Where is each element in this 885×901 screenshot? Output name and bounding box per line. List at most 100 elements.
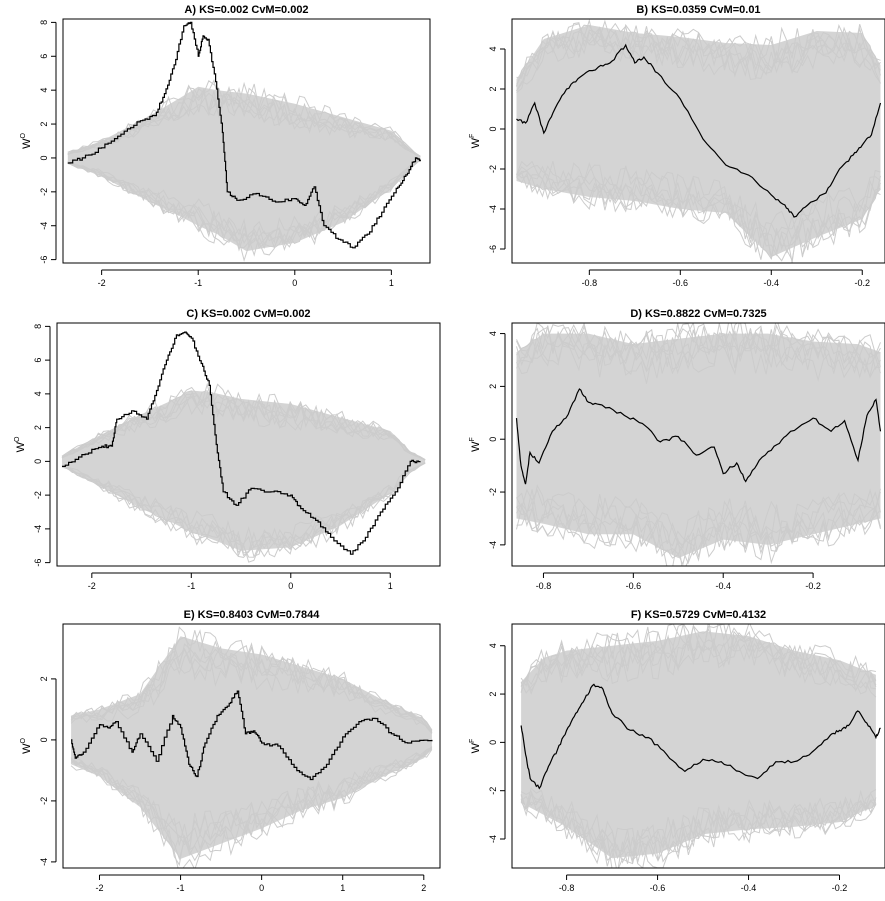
simulated-path [516,499,881,565]
y-tick-label: -4 [33,525,43,533]
y-axis-title: WO [20,133,33,149]
y-tick-label: -4 [488,835,498,843]
observed-line [515,388,882,485]
y-tick-label: -6 [33,559,43,567]
y-tick-label: 2 [488,692,498,697]
simulation-envelope [520,624,877,868]
observed-line [62,331,421,555]
y-axis-title-main: W [21,138,33,149]
simulated-path [70,748,433,862]
y-tick-label: -2 [488,787,498,795]
x-tick-label: -0.4 [741,883,757,893]
y-axis-title-sup: O [14,436,21,442]
y-tick-label: 0 [33,459,43,464]
plot-frame [62,18,431,264]
simulated-path [61,383,426,461]
plot-frame [511,623,885,869]
y-axis-title-main: W [15,441,27,452]
simulated-path [67,158,421,249]
x-axis: -0.8 -0.6 -0.4 -0.2 [582,269,870,288]
y-tick-label: 2 [39,676,49,681]
x-tick-label: 1 [389,278,394,288]
x-tick-label: 2 [421,883,426,893]
y-axis: -6 -4 -2 0 2 4 WF [469,46,506,253]
x-tick-label: -0.4 [715,581,731,591]
y-tick-label: 8 [33,324,43,329]
simulated-path [67,92,421,158]
panel-title: B) KS=0.0359 CvM=0.01 [636,4,760,16]
simulated-path [61,462,426,549]
simulated-path [520,801,877,868]
y-tick-label: 4 [488,643,498,648]
envelope-area [516,25,881,257]
simulated-path [516,341,881,384]
x-tick-label: 0 [288,581,293,591]
panel-title: C) KS=0.002 CvM=0.002 [186,308,310,320]
simulated-path [70,746,433,856]
y-tick-label: 6 [33,358,43,363]
y-tick-label: 2 [39,122,49,127]
y-tick-label: -6 [488,245,498,253]
simulated-path [520,794,877,864]
simulated-path [61,462,426,554]
y-tick-label: -4 [39,858,49,866]
simulated-path [516,172,881,260]
y-tick-label: 0 [39,155,49,160]
y-tick-label: 0 [488,437,498,442]
simulated-path [70,647,433,733]
y-tick-label: -2 [33,491,43,499]
simulation-envelope [67,79,421,262]
y-axis-title-main: W [470,137,482,148]
y-axis-title-sup: F [469,437,476,441]
observed-line [71,690,433,781]
x-tick-label: -0.2 [832,883,848,893]
y-tick-label: 0 [488,126,498,131]
panel-e: E) KS=0.8403 CvM=0.7844 -2 -1 0 1 2 -4 -2 0 2 WO [20,609,441,893]
simulated-path [516,160,881,241]
observed-line [516,43,882,218]
y-axis-title: WF [469,437,482,452]
simulated-path [516,32,881,92]
simulated-path [516,504,881,566]
envelope-area [516,333,881,559]
simulation-envelope [61,382,426,563]
y-tick-label: -2 [39,188,49,196]
y-tick-label: -2 [488,488,498,496]
simulated-path [516,323,881,369]
x-axis: -2 -1 0 1 [98,269,394,288]
y-axis-title-sup: F [469,739,476,743]
x-tick-label: -0.2 [854,278,870,288]
simulated-path [67,96,421,157]
panel-c: C) KS=0.002 CvM=0.002 -2 -1 0 1 -6 -4 -2 0 2 4 6 8 WO [14,308,441,591]
plot-frame [56,322,441,567]
simulated-path [516,164,881,260]
simulated-path [70,649,433,734]
simulated-path [70,747,433,850]
simulated-path [516,19,881,85]
y-tick-label: 4 [33,391,43,396]
y-tick-label: -4 [39,222,49,230]
simulated-path [516,323,881,365]
y-axis: -4 -2 0 2 4 WF [469,331,506,549]
x-tick-label: -0.6 [626,581,642,591]
x-axis: -0.8 -0.6 -0.4 -0.2 [536,572,821,591]
y-axis: -4 -2 0 2 WO [20,676,57,866]
x-tick-label: -2 [95,883,103,893]
y-axis-title: WF [469,134,482,149]
envelope-area [62,390,426,551]
x-tick-label: -0.6 [673,278,689,288]
y-tick-label: 4 [39,88,49,93]
simulated-path [520,789,877,861]
x-tick-label: -1 [194,278,202,288]
y-axis-title-main: W [470,742,482,753]
x-tick-label: -1 [187,581,195,591]
observed-process [516,43,882,218]
panel-f: F) KS=0.5729 CvM=0.4132-0.8 -0.6 -0.4 -0.2-… [469,609,885,893]
simulated-path [61,462,426,557]
y-tick-label: -4 [488,541,498,549]
panel-a: A) KS=0.002 CvM=0.002 -2 -1 0 1 -6 -4 -2 0 2 4 6 8 WO [20,4,431,288]
y-tick-label: -4 [488,205,498,213]
x-tick-label: -0.2 [805,581,821,591]
y-tick-label: 8 [39,20,49,25]
simulated-path [516,489,881,546]
